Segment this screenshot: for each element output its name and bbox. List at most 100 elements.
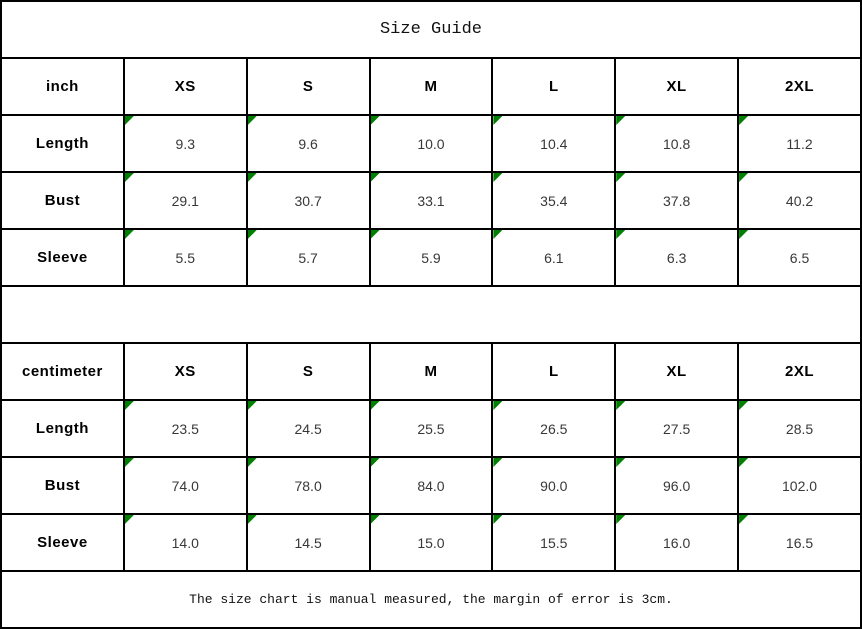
value-cell: 37.8: [614, 171, 740, 230]
cell-corner-marker-icon: [248, 459, 257, 467]
value-cell: 33.1: [368, 171, 494, 230]
value-cell: 84.0: [368, 456, 494, 515]
size-value: 25.5: [417, 420, 445, 437]
size-value: 5.9: [421, 249, 441, 266]
size-value: 10.4: [540, 135, 568, 152]
cell-corner-marker-icon: [617, 459, 626, 467]
size-header-l: L: [491, 342, 617, 401]
inch-sleeve-row: Sleeve 5.5 5.7 5.9 6.1 6.3 6.5: [0, 228, 862, 287]
cell-corner-marker-icon: [125, 174, 134, 182]
size-value: 40.2: [785, 192, 814, 209]
value-cell: 6.5: [737, 228, 862, 287]
value-cell: 26.5: [491, 399, 617, 458]
size-value: 6.5: [789, 249, 810, 266]
cell-corner-marker-icon: [617, 174, 626, 182]
size-value: 26.5: [540, 420, 568, 437]
cell-corner-marker-icon: [617, 516, 626, 524]
cell-corner-marker-icon: [371, 402, 380, 410]
value-cell: 102.0: [737, 456, 862, 515]
value-cell: 74.0: [122, 456, 248, 515]
inch-length-row: Length 9.3 9.6 10.0 10.4 10.8 11.2: [0, 114, 862, 173]
size-value: 96.0: [663, 477, 691, 494]
size-header-2xl: 2XL: [737, 57, 862, 116]
value-cell: 96.0: [614, 456, 740, 515]
unit-header-inch: inch: [0, 57, 125, 116]
cell-corner-marker-icon: [371, 117, 380, 125]
cell-corner-marker-icon: [617, 231, 626, 239]
cell-corner-marker-icon: [371, 231, 380, 239]
cell-corner-marker-icon: [494, 402, 503, 410]
size-value: 37.8: [663, 192, 691, 209]
cell-corner-marker-icon: [248, 402, 257, 410]
size-header-l: L: [491, 57, 617, 116]
size-value: 9.3: [175, 135, 195, 152]
cell-corner-marker-icon: [125, 402, 134, 410]
value-cell: 14.0: [122, 513, 248, 572]
size-value: 9.6: [298, 135, 318, 152]
cell-corner-marker-icon: [248, 117, 257, 125]
size-value: 16.5: [785, 534, 814, 551]
size-value: 15.0: [417, 534, 445, 551]
cell-corner-marker-icon: [494, 174, 503, 182]
value-cell: 30.7: [245, 171, 371, 230]
size-value: 6.3: [666, 249, 687, 266]
value-cell: 5.7: [245, 228, 371, 287]
row-label-bust: Bust: [0, 456, 125, 515]
cell-corner-marker-icon: [740, 402, 749, 410]
value-cell: 5.5: [122, 228, 248, 287]
footer-row: The size chart is manual measured, the m…: [0, 570, 862, 629]
value-cell: 78.0: [245, 456, 371, 515]
inch-header-row: inch XS S M L XL 2XL: [0, 57, 862, 116]
size-value: 16.0: [663, 534, 691, 551]
cell-corner-marker-icon: [740, 174, 749, 182]
page-title: Size Guide: [0, 0, 862, 59]
cell-corner-marker-icon: [494, 516, 503, 524]
cell-corner-marker-icon: [740, 117, 749, 125]
value-cell: 9.3: [122, 114, 248, 173]
centimeter-bust-row: Bust 74.0 78.0 84.0 90.0 96.0 102.0: [0, 456, 862, 515]
size-value: 28.5: [785, 420, 814, 437]
cell-corner-marker-icon: [248, 174, 257, 182]
cell-corner-marker-icon: [125, 117, 134, 125]
size-header-m: M: [368, 342, 494, 401]
value-cell: 10.8: [614, 114, 740, 173]
size-value: 78.0: [294, 477, 322, 494]
spacer-row: [0, 285, 862, 344]
size-value: 14.0: [171, 534, 199, 551]
value-cell: 10.0: [368, 114, 494, 173]
row-label-bust: Bust: [0, 171, 125, 230]
size-header-xl: XL: [614, 57, 740, 116]
size-value: 5.7: [298, 249, 318, 266]
size-value: 33.1: [417, 192, 445, 209]
size-header-xs: XS: [122, 57, 248, 116]
footer-note: The size chart is manual measured, the m…: [0, 570, 862, 629]
inch-bust-row: Bust 29.1 30.7 33.1 35.4 37.8 40.2: [0, 171, 862, 230]
cell-corner-marker-icon: [494, 459, 503, 467]
cell-corner-marker-icon: [371, 516, 380, 524]
row-label-length: Length: [0, 114, 125, 173]
value-cell: 29.1: [122, 171, 248, 230]
value-cell: 6.3: [614, 228, 740, 287]
value-cell: 15.5: [491, 513, 617, 572]
value-cell: 35.4: [491, 171, 617, 230]
cell-corner-marker-icon: [740, 459, 749, 467]
size-header-xl: XL: [614, 342, 740, 401]
cell-corner-marker-icon: [125, 516, 134, 524]
size-value: 102.0: [782, 477, 818, 494]
value-cell: 9.6: [245, 114, 371, 173]
cell-corner-marker-icon: [371, 174, 380, 182]
centimeter-header-row: centimeter XS S M L XL 2XL: [0, 342, 862, 401]
size-value: 10.8: [663, 135, 691, 152]
cell-corner-marker-icon: [494, 117, 503, 125]
size-value: 5.5: [175, 249, 195, 266]
size-header-s: S: [245, 57, 371, 116]
value-cell: 16.5: [737, 513, 862, 572]
value-cell: 24.5: [245, 399, 371, 458]
row-label-sleeve: Sleeve: [0, 228, 125, 287]
value-cell: 6.1: [491, 228, 617, 287]
row-label-length: Length: [0, 399, 125, 458]
cell-corner-marker-icon: [248, 516, 257, 524]
size-value: 23.5: [171, 420, 199, 437]
size-header-xs: XS: [122, 342, 248, 401]
